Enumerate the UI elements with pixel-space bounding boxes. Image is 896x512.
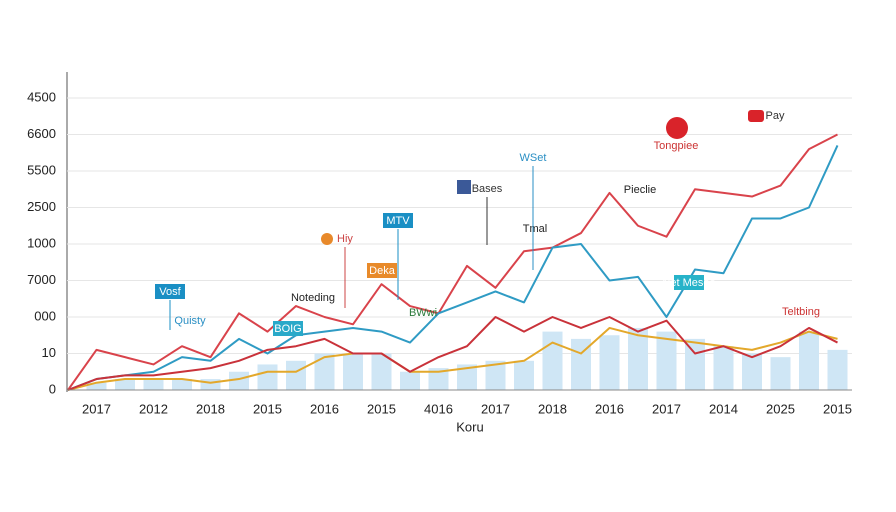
icon [666,117,688,139]
bar [656,331,677,390]
bar [485,360,506,390]
x-tick-label: 2015 [823,401,852,416]
bar [115,379,135,390]
annotation: Pieclie [624,184,656,196]
bar [742,353,762,390]
annotation: Net Mesoe [662,277,715,289]
y-tick-label: 4500 [27,89,56,104]
x-tick-label: 2012 [139,401,168,416]
annotation-box [674,275,704,290]
y-tick-label: 2500 [27,199,56,214]
y-tick-label: 7000 [27,272,56,287]
bar [86,382,107,390]
annotation: Quisty [174,315,206,327]
bar [428,368,449,390]
bar [713,346,734,390]
bar [514,360,534,390]
x-tick-label: 2016 [310,401,339,416]
y-tick-label: 6600 [27,126,56,141]
bar [314,353,335,390]
x-tick-label: 2015 [253,401,282,416]
y-tick-label: 5500 [27,162,56,177]
y-tick-label: 1000 [27,235,56,250]
annotation: MTV [386,215,410,227]
x-tick-label: 2015 [367,401,396,416]
icon [321,233,333,245]
annotation: Noteding [291,292,335,304]
annotation-box [273,321,303,336]
bar [457,364,477,390]
bar [257,364,278,390]
line-series [67,145,839,391]
icon [748,110,764,122]
y-tick-label: 0 [49,381,56,396]
annotation: Deka [369,265,396,277]
bar [143,379,164,390]
annotation: Teltbing [782,306,820,318]
annotation: Tmal [523,223,547,235]
annotation-box [155,284,185,299]
x-tick-label: 2014 [709,401,738,416]
annotation: BOIG [274,323,302,335]
bar [770,357,791,390]
bar [371,353,392,390]
bar [599,335,620,390]
x-tick-label: 4016 [424,401,453,416]
x-tick-label: 2018 [538,401,567,416]
annotation: Bases [472,183,503,195]
annotation: BWwi [409,307,437,319]
bar [400,371,420,390]
bar [229,371,249,390]
bar [827,349,848,390]
bar [286,360,306,390]
x-tick-label: 2025 [766,401,795,416]
x-tick-label: 2017 [82,401,111,416]
bar [200,379,221,390]
annotation: Hiy [337,233,353,245]
annotation: Vosf [159,286,181,298]
line-series [67,316,838,391]
x-tick-label: 2016 [595,401,624,416]
annotation: WSet [520,152,547,164]
bar [172,379,192,390]
icon [457,180,471,194]
annotation: Pay [766,110,785,122]
x-tick-label: 2018 [196,401,225,416]
x-tick-label: 2017 [481,401,510,416]
line-series [67,133,838,391]
line-series [67,326,838,391]
bar [799,331,819,390]
x-tick-label: 2017 [652,401,681,416]
y-tick-label: 000 [34,308,56,323]
annotation: Tongpiee [654,140,699,152]
bar [628,327,648,390]
bar [343,353,363,390]
annotation-box [367,263,397,278]
x-axis-label: Koru [456,419,483,434]
annotation-box [383,213,413,228]
bar [542,331,563,390]
y-tick-label: 10 [42,345,56,360]
